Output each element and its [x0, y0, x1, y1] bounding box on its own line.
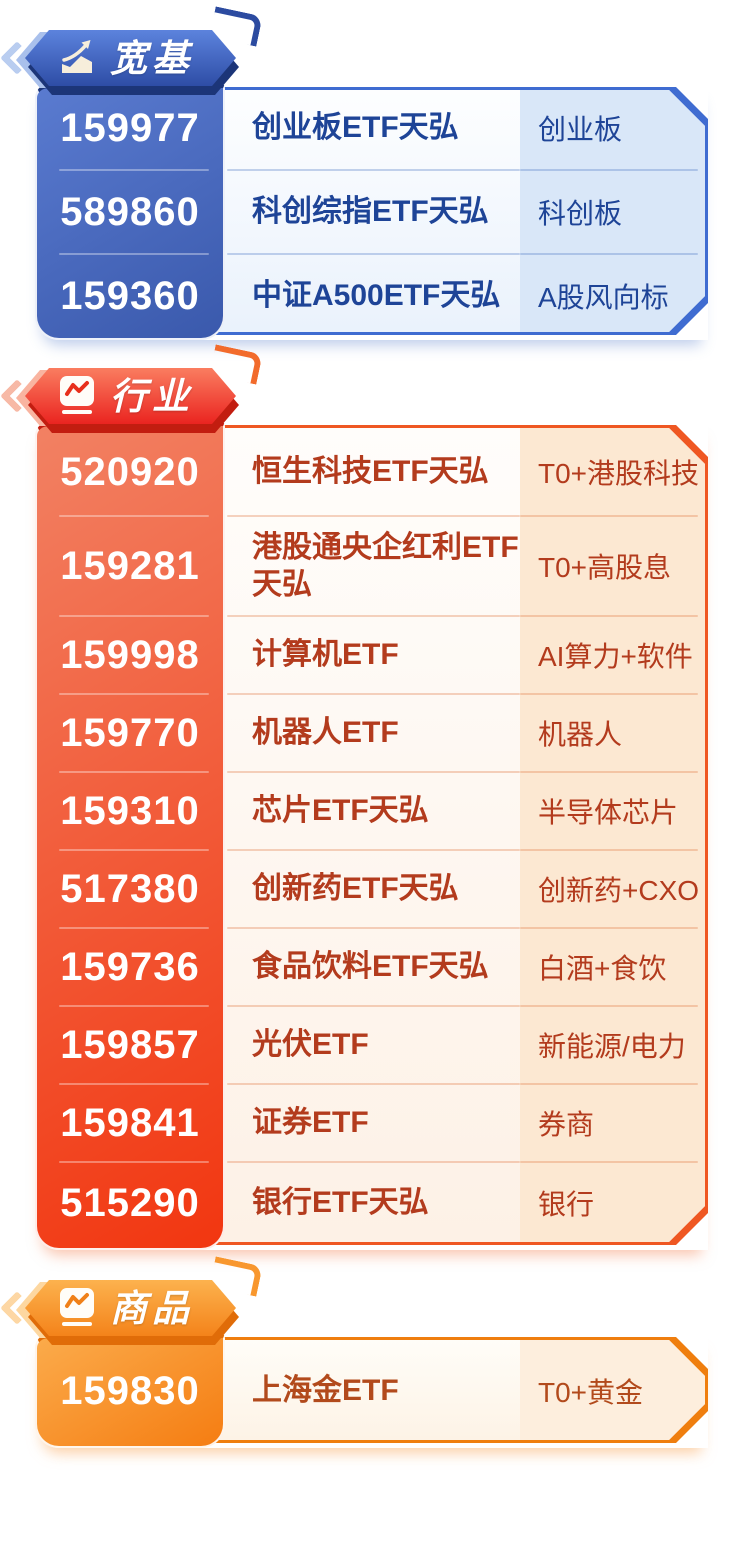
section-industry: 行业 520920 恒生科技ETF天弘 T0+港股科技 159281 港股通央企…: [0, 344, 708, 1250]
badge-label: 行业: [110, 375, 194, 417]
panel-surface-inner: [188, 90, 705, 332]
section-broad-base: 宽基 159977 创业板ETF天弘 创业板 589860 科创综指ETF天弘: [0, 6, 708, 340]
table-row: 159841 证券ETF 券商: [35, 1083, 708, 1162]
etf-name: 港股通央企红利ETF天弘: [225, 515, 520, 616]
table-row: 589860 科创综指ETF天弘 科创板: [35, 169, 708, 254]
etf-name: 上海金ETF: [252, 1374, 399, 1408]
etf-name: 芯片ETF天弘: [225, 771, 520, 850]
etf-tag: T0+高股息: [520, 515, 708, 616]
etf-table-commodity: 159830 上海金ETF T0+黄金: [35, 1334, 708, 1448]
etf-code: 159977: [60, 105, 200, 150]
line-chart-icon: [57, 374, 97, 416]
etf-row-list: 159977 创业板ETF天弘 创业板 589860 科创综指ETF天弘 科创板…: [35, 84, 708, 340]
table-row: 159857 光伏ETF 新能源/电力: [35, 1005, 708, 1084]
etf-row-list: 520920 恒生科技ETF天弘 T0+港股科技 159281 港股通央企红利E…: [35, 422, 708, 1250]
tag-column-background: [520, 90, 705, 332]
etf-name: 创业板ETF天弘: [252, 111, 459, 145]
etf-name: 计算机ETF: [225, 615, 520, 694]
badge-face: 宽基: [25, 30, 236, 86]
etf-tag: 创新药+CXO: [520, 849, 708, 928]
etf-name: 食品饮料ETF天弘: [225, 927, 520, 1006]
panel-surface: [185, 1337, 708, 1443]
table-row: 159830 上海金ETF T0+黄金: [35, 1336, 708, 1446]
etf-name: 银行ETF天弘: [225, 1161, 520, 1244]
table-row: 520920 恒生科技ETF天弘 T0+港股科技: [35, 428, 708, 516]
table-row: 159736 食品饮料ETF天弘 白酒+食饮: [35, 927, 708, 1006]
etf-tag: T0+港股科技: [538, 458, 700, 489]
panel-surface-inner: [188, 1340, 705, 1440]
table-row: 515290 银行ETF天弘 银行: [35, 1161, 708, 1244]
etf-row-list: 159830 上海金ETF T0+黄金: [35, 1334, 708, 1448]
line-chart-icon: [57, 1286, 97, 1328]
etf-table-broad-base: 159977 创业板ETF天弘 创业板 589860 科创综指ETF天弘 科创板…: [35, 84, 708, 340]
etf-code: 159830: [60, 1368, 200, 1413]
badge-label: 商品: [110, 1287, 194, 1329]
etf-table-industry: 520920 恒生科技ETF天弘 T0+港股科技 159281 港股通央企红利E…: [35, 422, 708, 1250]
etf-code: 159857: [35, 1005, 225, 1084]
etf-name: 科创综指ETF天弘: [225, 169, 520, 254]
etf-code: 159998: [35, 615, 225, 694]
table-row: 517380 创新药ETF天弘 创新药+CXO: [35, 849, 708, 928]
table-row: 159281 港股通央企红利ETF天弘 T0+高股息: [35, 515, 708, 616]
panel-surface: [185, 87, 708, 335]
etf-name: 光伏ETF: [225, 1005, 520, 1084]
etf-tag: T0+黄金: [538, 1377, 644, 1408]
section-badge-broad-base: 宽基: [0, 6, 263, 86]
etf-code: 159770: [35, 693, 225, 772]
etf-tag: 白酒+食饮: [520, 927, 708, 1006]
etf-code: 159281: [35, 515, 225, 616]
etf-name: 创新药ETF天弘: [225, 849, 520, 928]
section-badge-commodity: 商品: [0, 1256, 263, 1336]
etf-tag: 机器人: [520, 693, 708, 772]
etf-code: 520920: [60, 449, 200, 494]
panel-surface: [185, 425, 708, 1245]
etf-name: 证券ETF: [225, 1083, 520, 1162]
badge-face: 行业: [25, 368, 236, 424]
etf-tag: 银行: [520, 1161, 708, 1244]
section-badge-industry: 行业: [0, 344, 263, 424]
code-column-background: [35, 422, 225, 1250]
table-row: 159310 芯片ETF天弘 半导体芯片: [35, 771, 708, 850]
etf-code: 159310: [35, 771, 225, 850]
etf-code: 159360: [35, 253, 225, 338]
badge-face: 商品: [25, 1280, 236, 1336]
etf-name: 中证A500ETF天弘: [225, 253, 520, 338]
trend-up-icon: [57, 37, 97, 77]
tag-column-background: [520, 1340, 705, 1440]
etf-code: 159736: [35, 927, 225, 1006]
etf-code: 517380: [35, 849, 225, 928]
etf-tag: A股风向标: [520, 253, 708, 338]
panel-surface-inner: [188, 428, 705, 1242]
etf-tag: 创业板: [538, 114, 623, 145]
etf-tag: 科创板: [520, 169, 708, 254]
etf-tag: AI算力+软件: [520, 615, 708, 694]
etf-code: 589860: [35, 169, 225, 254]
table-row: 159360 中证A500ETF天弘 A股风向标: [35, 253, 708, 338]
table-row: 159977 创业板ETF天弘 创业板: [35, 86, 708, 170]
etf-tag: 新能源/电力: [520, 1005, 708, 1084]
tag-column-background: [520, 428, 705, 1242]
section-commodity: 商品 159830 上海金ETF T0+黄金: [0, 1256, 708, 1448]
etf-tag: 半导体芯片: [520, 771, 708, 850]
table-row: 159770 机器人ETF 机器人: [35, 693, 708, 772]
etf-code: 159841: [35, 1083, 225, 1162]
etf-code: 515290: [35, 1161, 225, 1244]
etf-name: 机器人ETF: [225, 693, 520, 772]
etf-name: 恒生科技ETF天弘: [252, 455, 489, 489]
table-row: 159998 计算机ETF AI算力+软件: [35, 615, 708, 694]
badge-label: 宽基: [110, 37, 194, 79]
etf-tag: 券商: [520, 1083, 708, 1162]
